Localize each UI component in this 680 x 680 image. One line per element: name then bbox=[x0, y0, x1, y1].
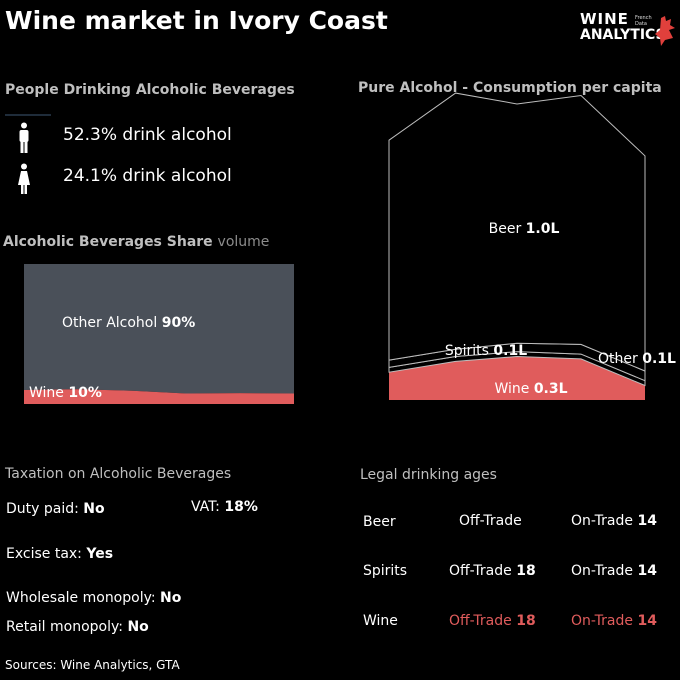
share-area-other bbox=[24, 264, 294, 394]
page-title: Wine market in Ivory Coast bbox=[5, 6, 388, 35]
share-label-wine: Wine 10% bbox=[29, 385, 102, 401]
age-row-wine-on: On-Trade 14 bbox=[571, 613, 657, 629]
logo-subtext: French Data bbox=[635, 15, 652, 27]
people-heading: People Drinking Alcoholic Beverages bbox=[5, 82, 295, 98]
male-drink-stat: 52.3% drink alcohol bbox=[63, 125, 232, 145]
age-row-wine-name: Wine bbox=[363, 613, 398, 629]
share-chart: Other Alcohol 90% Wine 10% bbox=[24, 264, 294, 404]
share-heading: Alcoholic Beverages Share volume bbox=[3, 234, 270, 250]
people-heading-underline bbox=[5, 114, 51, 116]
share-label-other: Other Alcohol 90% bbox=[62, 315, 195, 331]
duty-paid: Duty paid: No bbox=[6, 501, 105, 517]
logo-analytics: ANALYTICS bbox=[580, 27, 666, 43]
age-row-beer-off: Off-Trade bbox=[459, 513, 522, 529]
capita-label-spirits: Spirits 0.1L bbox=[445, 343, 527, 359]
female-drink-stat: 24.1% drink alcohol bbox=[63, 166, 232, 186]
female-person-icon bbox=[18, 163, 30, 194]
capita-area-beer bbox=[388, 92, 646, 372]
capita-area-wine bbox=[389, 356, 645, 400]
ages-heading: Legal drinking ages bbox=[360, 467, 497, 483]
age-row-spirits-on: On-Trade 14 bbox=[571, 563, 657, 579]
vat: VAT: 18% bbox=[191, 499, 258, 515]
wholesale-monopoly: Wholesale monopoly: No bbox=[6, 590, 182, 606]
sources: Sources: Wine Analytics, GTA bbox=[5, 658, 180, 672]
capita-heading: Pure Alcohol - Consumption per capita bbox=[358, 80, 662, 96]
age-row-wine-off: Off-Trade 18 bbox=[449, 613, 536, 629]
capita-label-wine: Wine 0.3L bbox=[494, 381, 567, 397]
retail-monopoly: Retail monopoly: No bbox=[6, 619, 149, 635]
capita-chart: Beer 1.0L Spirits 0.1L Other 0.1L Wine 0.3L bbox=[388, 92, 676, 400]
capita-label-beer: Beer 1.0L bbox=[489, 221, 560, 237]
age-row-beer-on: On-Trade 14 bbox=[571, 513, 657, 529]
rooster-logo-icon bbox=[655, 16, 675, 46]
logo-wine: WINE bbox=[580, 10, 629, 28]
capita-label-other: Other 0.1L bbox=[598, 351, 676, 367]
taxation-heading: Taxation on Alcoholic Beverages bbox=[5, 466, 232, 482]
age-row-beer-name: Beer bbox=[363, 514, 396, 530]
excise-tax: Excise tax: Yes bbox=[6, 546, 114, 562]
age-row-spirits-name: Spirits bbox=[363, 563, 408, 579]
age-row-spirits-off: Off-Trade 18 bbox=[449, 563, 536, 579]
share-area-wine bbox=[24, 389, 294, 404]
male-person-icon bbox=[19, 122, 29, 153]
